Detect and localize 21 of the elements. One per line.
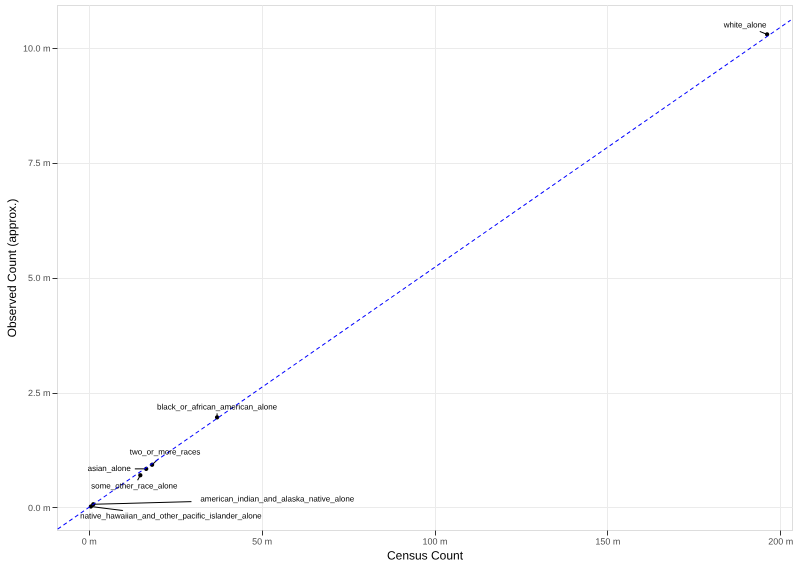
annotation: native_hawaiian_and_other_pacific_islander_alone: [80, 512, 262, 521]
y-tick-label: 2.5 m: [28, 388, 50, 398]
point: [214, 415, 220, 420]
y-axis-title: Observed Count (approx.): [4, 198, 19, 338]
y-tick-label: 5.0 m: [28, 273, 50, 284]
y-tick-label: 7.5 m: [28, 158, 50, 168]
annotation: asian_alone: [88, 464, 132, 473]
annotation: two_or_more_races: [130, 448, 200, 457]
annotation: white_alone: [722, 20, 768, 30]
annotation: some_other_race_alone: [91, 481, 178, 490]
x-tick-label: 200 m: [768, 536, 794, 546]
x-tick-label: 50 m: [252, 536, 272, 546]
x-tick-label: 0 m: [82, 536, 97, 546]
y-tick-label: 0.0 m: [28, 502, 50, 513]
y-tick-label: 10.0 m: [22, 43, 50, 54]
x-tick-label: 100 m: [422, 536, 448, 546]
point: [138, 473, 142, 478]
annotation: american_indian_and_alaska_native_alone: [200, 494, 355, 504]
annotation: black_or_african_american_alone: [157, 402, 278, 412]
x-axis-title: Census Count: [386, 548, 464, 562]
x-tick-label: 150 m: [595, 536, 620, 546]
